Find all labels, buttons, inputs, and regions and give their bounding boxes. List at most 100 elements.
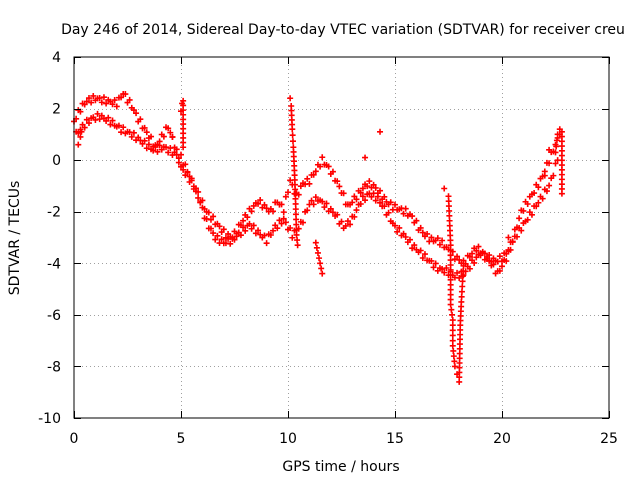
- data-point: [297, 183, 304, 190]
- data-point: [212, 236, 219, 243]
- data-point: [310, 171, 317, 178]
- data-point: [310, 201, 317, 208]
- data-point: [308, 197, 315, 204]
- data-point: [100, 94, 107, 101]
- data-point: [477, 252, 484, 259]
- data-point: [188, 175, 195, 182]
- data-point: [94, 110, 101, 117]
- data-point: [130, 107, 137, 114]
- data-point: [270, 208, 277, 215]
- data-point: [292, 206, 299, 213]
- data-point: [370, 190, 377, 197]
- data-point: [299, 219, 306, 226]
- x-tick-label: 15: [386, 431, 404, 447]
- data-point: [430, 264, 437, 271]
- data-point: [546, 160, 553, 167]
- data-point: [449, 322, 456, 329]
- data-point: [77, 133, 84, 140]
- data-point: [316, 255, 323, 262]
- data-point: [531, 190, 538, 197]
- data-point: [447, 301, 454, 308]
- data-point: [439, 237, 446, 244]
- data-point: [552, 149, 559, 156]
- data-point: [167, 129, 174, 136]
- data-point: [118, 94, 125, 101]
- data-point: [75, 141, 82, 148]
- data-point: [141, 137, 148, 144]
- data-point: [344, 218, 351, 225]
- data-point: [293, 216, 300, 223]
- y-tick-label: 2: [52, 102, 61, 118]
- data-point: [255, 227, 262, 234]
- data-point: [392, 222, 398, 229]
- data-point: [319, 198, 326, 205]
- data-point: [448, 306, 455, 313]
- data-point: [218, 236, 225, 243]
- data-point: [88, 99, 95, 106]
- data-point: [334, 178, 341, 185]
- data-point: [210, 230, 217, 237]
- data-point: [359, 185, 366, 192]
- data-point: [227, 240, 234, 247]
- data-point: [152, 144, 159, 151]
- x-tick-label: 20: [493, 431, 511, 447]
- data-point: [362, 197, 369, 204]
- data-point: [381, 193, 388, 200]
- data-point: [156, 142, 163, 149]
- data-point: [466, 253, 473, 260]
- data-point: [240, 224, 247, 231]
- data-point: [133, 110, 140, 117]
- data-point: [137, 116, 144, 123]
- data-point: [304, 175, 311, 182]
- data-point: [443, 265, 450, 272]
- data-point: [285, 189, 291, 196]
- data-point: [539, 195, 546, 202]
- x-tick-labels: 0 5 10 15 20 25: [70, 431, 618, 447]
- data-point: [122, 91, 129, 98]
- data-point: [409, 213, 416, 220]
- data-point: [109, 101, 116, 108]
- data-point: [267, 232, 274, 239]
- data-point: [145, 141, 152, 148]
- data-point: [242, 227, 249, 234]
- data-point: [130, 129, 137, 136]
- data-point: [520, 207, 527, 214]
- data-point: [400, 230, 407, 237]
- data-point: [387, 199, 394, 206]
- data-point: [319, 270, 326, 277]
- data-point: [374, 193, 381, 200]
- x-tick-label: 10: [279, 431, 297, 447]
- data-point: [553, 137, 560, 144]
- data-point: [449, 342, 456, 349]
- data-point: [554, 131, 561, 138]
- data-point: [220, 226, 227, 233]
- data-point: [167, 145, 174, 152]
- data-point: [199, 204, 206, 211]
- data-point: [451, 363, 458, 370]
- data-point: [441, 185, 448, 192]
- data-point: [400, 210, 407, 217]
- data-point: [325, 163, 332, 170]
- data-point: [160, 133, 167, 140]
- data-point: [459, 273, 466, 280]
- data-point: [327, 205, 334, 212]
- data-point: [141, 124, 148, 131]
- data-point: [214, 232, 221, 239]
- data-point: [516, 215, 523, 222]
- data-point: [479, 248, 486, 255]
- data-point: [454, 269, 461, 276]
- data-point: [428, 234, 435, 241]
- data-point: [419, 229, 426, 236]
- data-point: [419, 254, 426, 261]
- data-point: [154, 148, 161, 155]
- data-point: [205, 209, 212, 216]
- data-point: [372, 197, 379, 204]
- data-point: [394, 228, 401, 235]
- data-point: [329, 168, 336, 175]
- data-point: [524, 201, 531, 208]
- data-point: [90, 92, 97, 99]
- data-point: [513, 233, 520, 240]
- data-point: [366, 178, 373, 185]
- data-point: [449, 327, 456, 334]
